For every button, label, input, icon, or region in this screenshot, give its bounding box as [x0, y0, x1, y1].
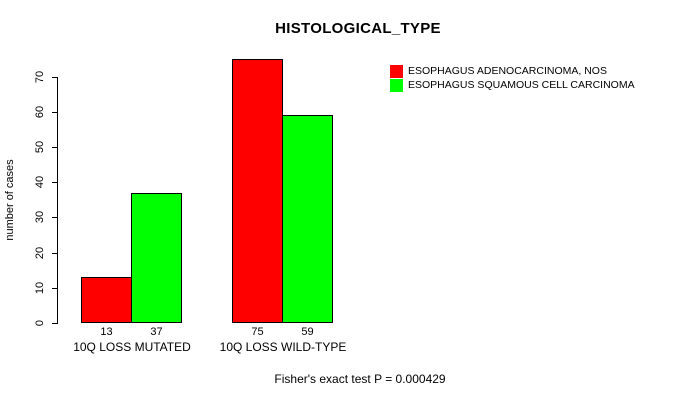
y-axis-tick-label: 50 — [34, 140, 46, 154]
bar-value-label: 59 — [301, 326, 314, 338]
y-axis-tick-label: 10 — [34, 281, 46, 294]
legend-item: ESOPHAGUS SQUAMOUS CELL CARCINOMA — [390, 79, 635, 93]
category-label: 10Q LOSS WILD-TYPE — [219, 340, 347, 354]
y-axis-tick-label: 40 — [34, 176, 46, 189]
y-axis-title: number of cases — [4, 159, 16, 241]
legend-swatch-icon — [390, 65, 403, 79]
legend-label: ESOPHAGUS ADENOCARCINOMA, NOS — [408, 65, 607, 77]
legend-label: ESOPHAGUS SQUAMOUS CELL CARCINOMA — [408, 78, 635, 91]
y-axis-tick-label: 20 — [34, 246, 46, 259]
legend-item: ESOPHAGUS ADENOCARCINOMA, NOS — [390, 65, 635, 79]
chart-title: HISTOLOGICAL_TYPE — [275, 20, 441, 37]
bar-value-label: 75 — [251, 326, 264, 338]
bar-red — [81, 277, 132, 323]
y-axis-tick-label: 60 — [34, 105, 46, 118]
y-axis-tick — [52, 182, 58, 184]
y-axis-tick-label: 30 — [34, 211, 46, 224]
y-axis-tick — [52, 217, 58, 219]
category-label: 10Q LOSS MUTATED — [73, 340, 191, 354]
bar-value-label: 37 — [150, 326, 163, 338]
bar-green — [282, 115, 333, 323]
y-axis-line — [57, 76, 58, 324]
bar-green — [131, 192, 182, 323]
legend: ESOPHAGUS ADENOCARCINOMA, NOS ESOPHAGUS S… — [390, 65, 635, 92]
y-axis-tick-label: 70 — [34, 70, 46, 83]
y-axis-tick — [52, 323, 58, 324]
statistical-test-annotation: Fisher's exact test P = 0.000429 — [274, 372, 446, 386]
bar-value-label: 13 — [100, 326, 113, 338]
y-axis-tick — [52, 147, 58, 148]
y-axis-tick — [52, 252, 58, 254]
y-axis-tick — [52, 287, 58, 289]
y-axis-tick — [52, 76, 58, 78]
legend-swatch-icon — [390, 78, 403, 92]
y-axis-tick-label: 0 — [34, 319, 46, 327]
y-axis-tick — [52, 111, 58, 113]
bar-red — [232, 59, 283, 323]
